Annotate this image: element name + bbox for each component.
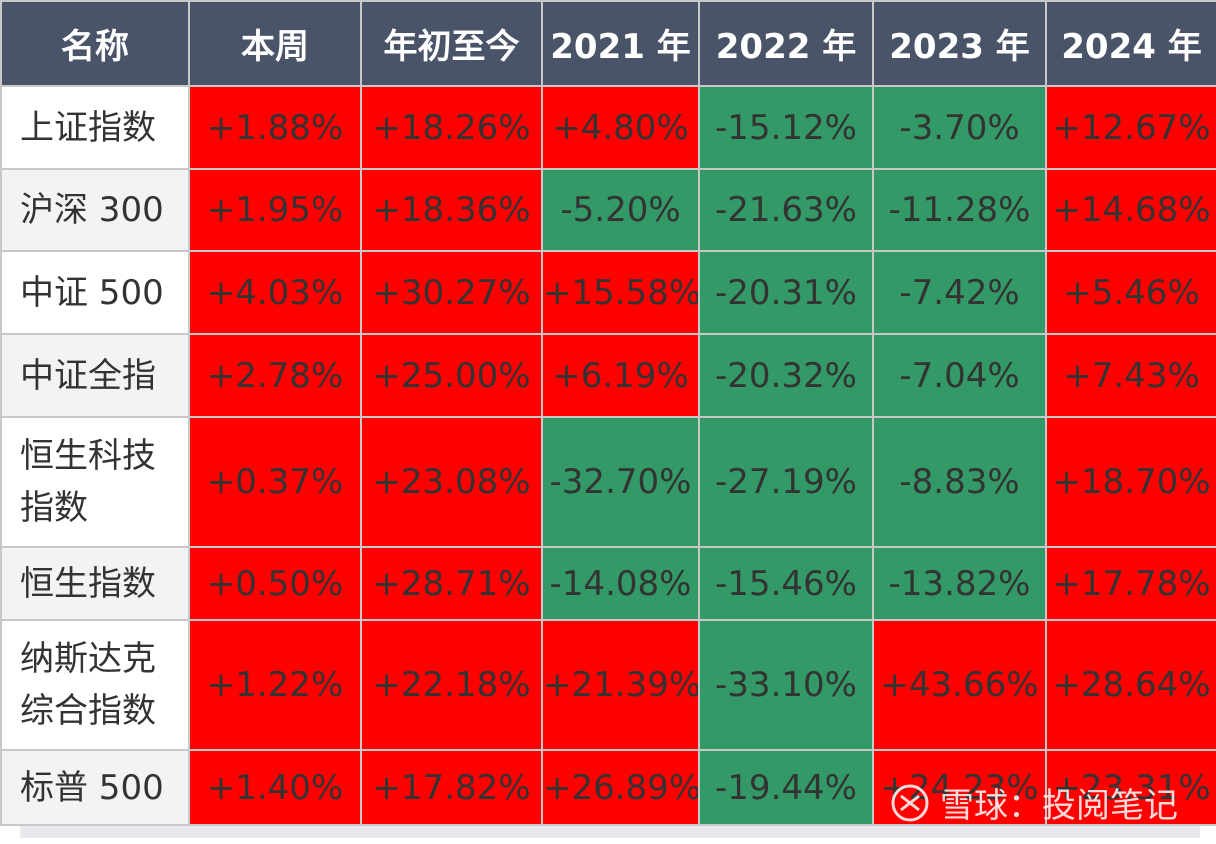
watermark-text: 雪球：投阅笔记 [940,786,1178,826]
return-cell: -21.63% [698,168,874,252]
return-cell: +25.00% [360,333,543,418]
table-row: 标普 500 +1.40% +17.82% +26.89% -19.44% +24.23%… [0,749,1216,826]
table-row: 中证 500 +4.03% +30.27% +15.58% -20.31% -7.42% +… [0,250,1216,335]
return-cell: +17.78% [1045,546,1216,621]
return-cell: +0.37% [188,416,362,548]
index-name: 恒生科技指数 [0,416,190,548]
return-cell: +17.82% [360,749,543,826]
return-cell: +6.19% [541,333,700,418]
index-name: 中证全指 [0,333,190,418]
return-cell: +1.88% [188,85,362,170]
return-cell: +18.26% [360,85,543,170]
return-cell: +2.78% [188,333,362,418]
return-cell: -14.08% [541,546,700,621]
index-name: 标普 500 [0,749,190,826]
table-row: 恒生指数 +0.50% +28.71% -14.08% -15.46% -13.82% +1… [0,546,1216,621]
return-cell: -15.12% [698,85,874,170]
return-cell: +15.58% [541,250,700,335]
return-cell: +5.46% [1045,250,1216,335]
return-cell: +28.71% [360,546,543,621]
return-cell: -20.32% [698,333,874,418]
return-cell: -7.04% [872,333,1047,418]
return-cell: +43.66% [872,619,1047,751]
return-cell: +21.39% [541,619,700,751]
header-cell: 2021 年 [541,0,700,87]
table-body: 上证指数 +1.88% +18.26% +4.80% -15.12% -3.70% +12.… [0,85,1216,826]
return-cell: -33.10% [698,619,874,751]
header-cell: 本周 [188,0,362,87]
return-cell: -32.70% [541,416,700,548]
return-cell: +26.89% [541,749,700,826]
return-cell: +14.68% [1045,168,1216,252]
return-cell: +30.27% [360,250,543,335]
return-cell: -27.19% [698,416,874,548]
return-cell: +18.70% [1045,416,1216,548]
return-cell: +12.67% [1045,85,1216,170]
return-cell: +23.08% [360,416,543,548]
return-cell: -8.83% [872,416,1047,548]
header-cell: 名称 [0,0,190,87]
return-cell: +7.43% [1045,333,1216,418]
table-row: 恒生科技指数 +0.37% +23.08% -32.70% -27.19% -8.83% +… [0,416,1216,548]
header-cell: 2023 年 [872,0,1047,87]
return-cell: +23.31% [1045,749,1216,826]
header-cell: 2024 年 [1045,0,1216,87]
index-name: 纳斯达克综合指数 [0,619,190,751]
return-cell: +22.18% [360,619,543,751]
return-cell: -13.82% [872,546,1047,621]
index-name: 中证 500 [0,250,190,335]
return-cell: +18.36% [360,168,543,252]
return-cell: +28.64% [1045,619,1216,751]
watermark-logo [891,784,929,821]
table-row: 纳斯达克综合指数 +1.22% +22.18% +21.39% -33.10% +43.6… [0,619,1216,751]
table-row: 上证指数 +1.88% +18.26% +4.80% -15.12% -3.70% +12.… [0,85,1216,170]
return-cell: -5.20% [541,168,700,252]
return-cell: -15.46% [698,546,874,621]
return-cell: -11.28% [872,168,1047,252]
return-cell: +4.80% [541,85,700,170]
index-name: 恒生指数 [0,546,190,621]
header-cell: 2022 年 [698,0,874,87]
return-cell: +0.50% [188,546,362,621]
table-row: 中证全指 +2.78% +25.00% +6.19% -20.32% -7.04% +7.4… [0,333,1216,418]
index-table: 名称 本周 年初至今 2021 年 2022 年 2023 年 2024 年 上证指数 +1.… [0,0,1216,826]
scrollbar[interactable] [20,826,1200,838]
table-row: 沪深 300 +1.95% +18.36% -5.20% -21.63% -11.28% +… [0,168,1216,252]
return-cell: -19.44% [698,749,874,826]
return-cell: +1.40% [188,749,362,826]
watermark: 雪球：投阅笔记 [890,778,1178,827]
return-cell: -3.70% [872,85,1047,170]
return-cell: +1.95% [188,168,362,252]
header-cell: 年初至今 [360,0,543,87]
index-name: 沪深 300 [0,168,190,252]
index-name: 上证指数 [0,85,190,170]
return-cell: -7.42% [872,250,1047,335]
return-cell: +1.22% [188,619,362,751]
header-row: 名称 本周 年初至今 2021 年 2022 年 2023 年 2024 年 [0,0,1216,87]
return-cell: -20.31% [698,250,874,335]
return-cell: +4.03% [188,250,362,335]
